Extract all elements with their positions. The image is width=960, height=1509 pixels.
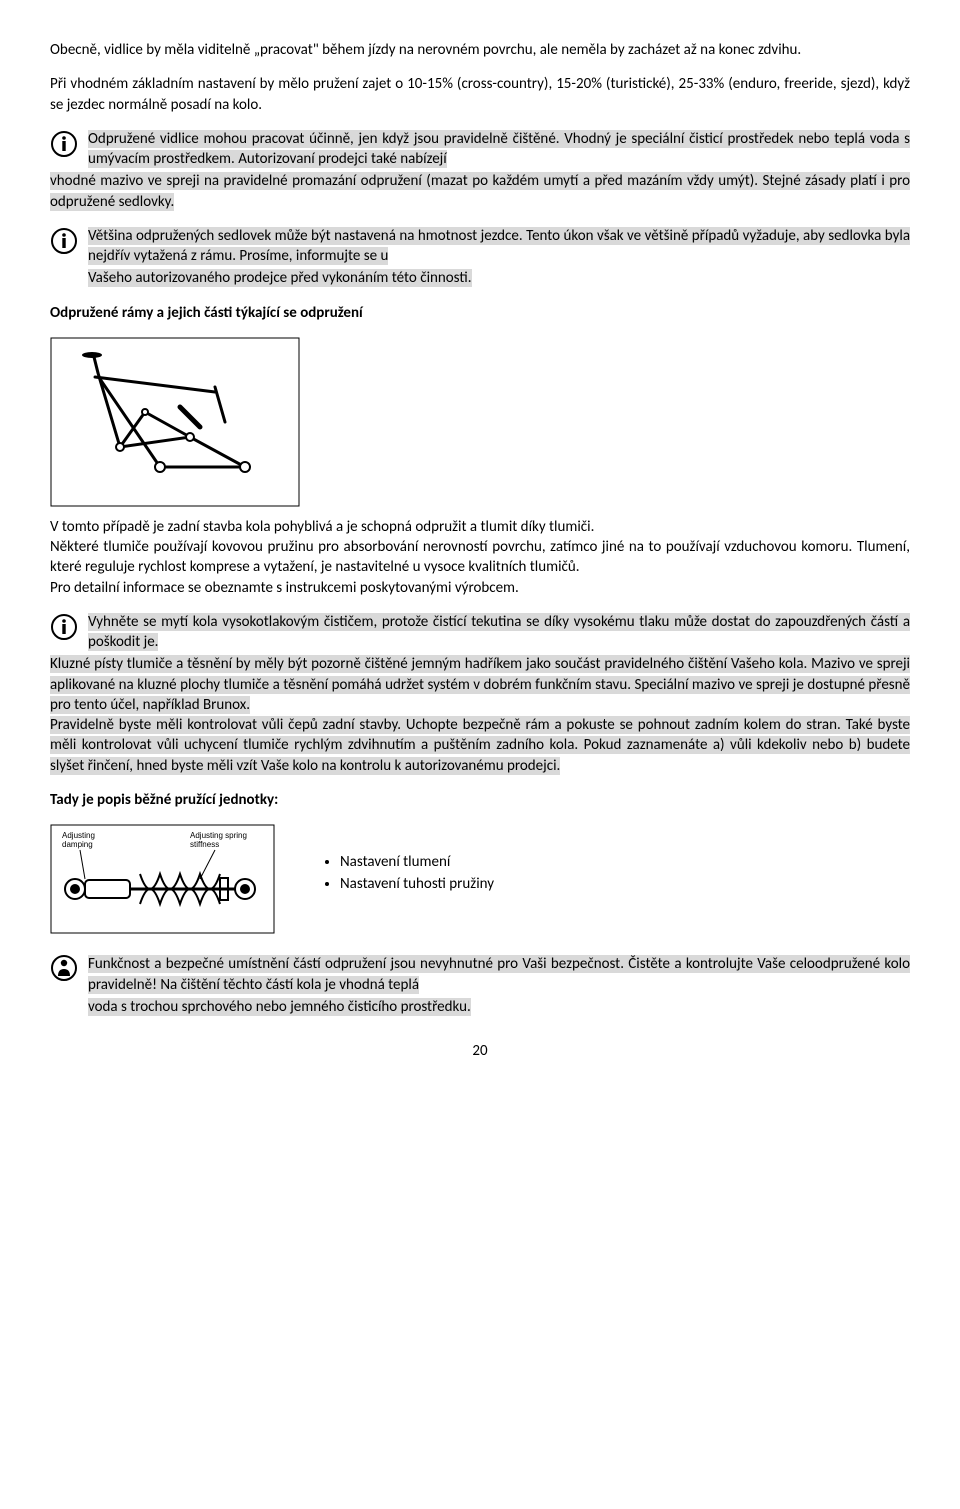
text: V tomto případě je zadní stavba kola poh… bbox=[50, 518, 594, 536]
paragraph-highlighted: Pravidelně byste měli kontrolovat vůli č… bbox=[50, 715, 910, 776]
bullet-text: Nastavení tlumení bbox=[340, 853, 450, 871]
intro-paragraph-1: Obecně, vidlice by měla viditelně „praco… bbox=[50, 40, 910, 60]
svg-text:stiffness: stiffness bbox=[190, 840, 219, 849]
paragraph: Některé tlumiče používají kovovou pružin… bbox=[50, 537, 910, 578]
highlighted-text: Pravidelně byste měli kontrolovat vůli č… bbox=[50, 716, 910, 775]
info-text: Odpružené vidlice mohou pracovat účinně,… bbox=[88, 129, 910, 170]
text: Pro detailní informace se obeznamte s in… bbox=[50, 579, 519, 597]
highlighted-text: voda s trochou sprchového nebo jemného č… bbox=[88, 998, 471, 1016]
highlighted-text: Odpružené vidlice mohou pracovat účinně,… bbox=[88, 130, 910, 168]
heading-text: Odpružené rámy a jejich části týkající s… bbox=[50, 304, 363, 322]
info-text: Funkčnost a bezpečné umístnění částí odp… bbox=[88, 954, 910, 995]
label-damping: Adjusting bbox=[62, 831, 95, 840]
paragraph-highlighted: Kluzné písty tlumiče a těsnění by měly b… bbox=[50, 654, 910, 715]
info-text: Většina odpružených sedlovek může být na… bbox=[88, 226, 910, 267]
highlighted-text: Vyhněte se mytí kola vysokotlakovým čist… bbox=[88, 613, 910, 651]
info-note-3: Vyhněte se mytí kola vysokotlakovým čist… bbox=[50, 612, 910, 653]
info-icon bbox=[50, 613, 82, 641]
heading-text: Tady je popis běžné pružící jednotky: bbox=[50, 791, 278, 809]
bullet-text: Nastavení tuhosti pružiny bbox=[340, 875, 494, 893]
info-text: Vyhněte se mytí kola vysokotlakovým čist… bbox=[88, 612, 910, 653]
highlighted-text: Většina odpružených sedlovek může být na… bbox=[88, 227, 910, 265]
section-heading-frames: Odpružené rámy a jejich části týkající s… bbox=[50, 303, 910, 323]
highlighted-text: vhodné mazivo ve spreji na pravidelné pr… bbox=[50, 172, 910, 210]
info-note-2-cont: Vašeho autorizovaného prodejce před vyko… bbox=[88, 268, 910, 288]
info-note-1: Odpružené vidlice mohou pracovat účinně,… bbox=[50, 129, 910, 170]
safety-note-cont: voda s trochou sprchového nebo jemného č… bbox=[88, 997, 910, 1017]
paragraph: Pro detailní informace se obeznamte s in… bbox=[50, 578, 910, 598]
page-number: 20 bbox=[50, 1041, 910, 1061]
info-note-2: Většina odpružených sedlovek může být na… bbox=[50, 226, 910, 267]
safety-note: Funkčnost a bezpečné umístnění částí odp… bbox=[50, 954, 910, 995]
highlighted-text: Kluzné písty tlumiče a těsnění by měly b… bbox=[50, 655, 910, 714]
label-spring: Adjusting spring bbox=[190, 831, 247, 840]
bullet-item: Nastavení tlumení bbox=[340, 852, 910, 872]
info-icon bbox=[50, 227, 82, 255]
shock-unit-row: Adjusting damping Adjusting spring stiff… bbox=[50, 824, 910, 940]
shock-illustration: Adjusting damping Adjusting spring stiff… bbox=[50, 824, 280, 940]
text: Při vhodném základním nastavení by mělo … bbox=[50, 75, 910, 113]
highlighted-text: Funkčnost a bezpečné umístnění částí odp… bbox=[88, 955, 910, 993]
svg-text:damping: damping bbox=[62, 840, 93, 849]
frame-illustration bbox=[50, 337, 910, 507]
paragraph: V tomto případě je zadní stavba kola poh… bbox=[50, 517, 910, 537]
page-number-text: 20 bbox=[472, 1042, 487, 1060]
highlighted-text: Vašeho autorizovaného prodejce před vyko… bbox=[88, 269, 472, 287]
info-icon bbox=[50, 130, 82, 158]
bullet-item: Nastavení tuhosti pružiny bbox=[340, 874, 910, 894]
shock-bullets: Nastavení tlumení Nastavení tuhosti pruž… bbox=[300, 824, 910, 897]
section-heading-shock: Tady je popis běžné pružící jednotky: bbox=[50, 790, 910, 810]
text: Některé tlumiče používají kovovou pružin… bbox=[50, 538, 910, 576]
person-icon bbox=[50, 954, 82, 988]
info-note-1-cont: vhodné mazivo ve spreji na pravidelné pr… bbox=[50, 171, 910, 212]
intro-paragraph-2: Při vhodném základním nastavení by mělo … bbox=[50, 74, 910, 115]
text: Obecně, vidlice by měla viditelně „praco… bbox=[50, 41, 801, 59]
